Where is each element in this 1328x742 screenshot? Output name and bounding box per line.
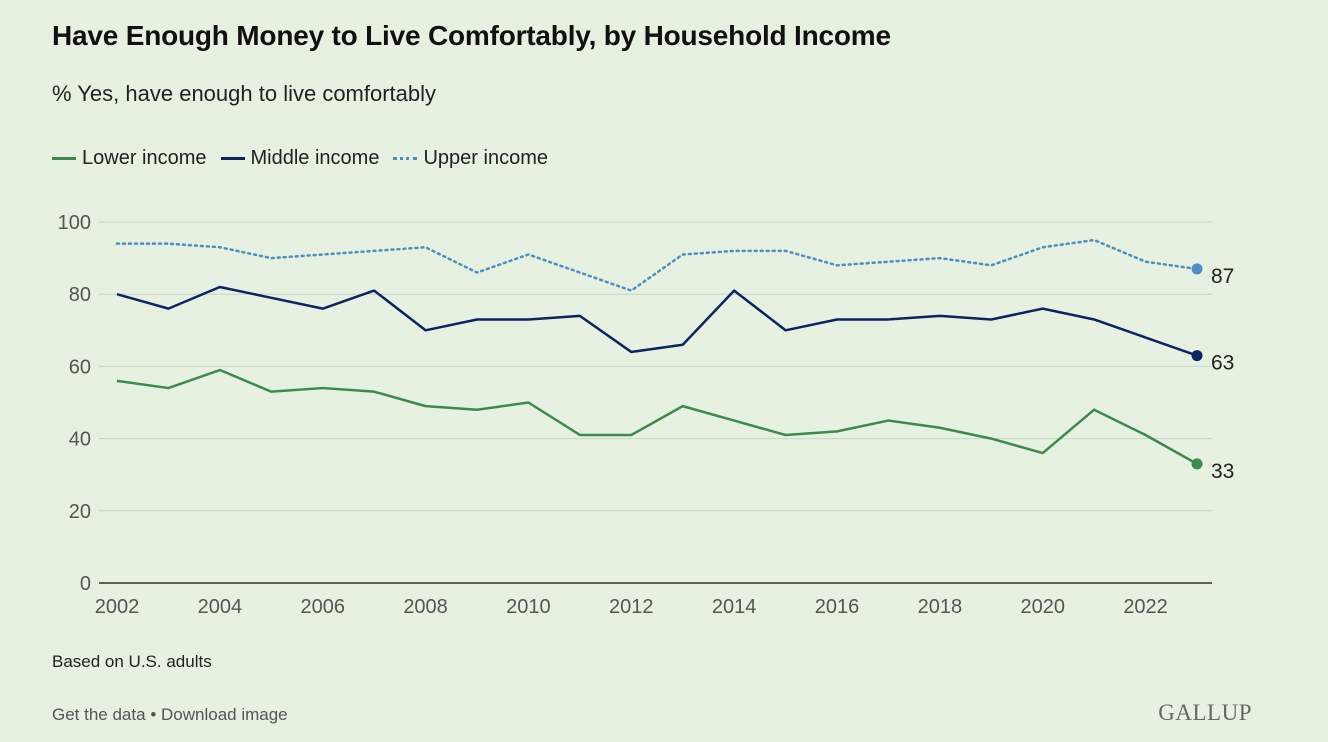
legend-swatch-middle — [220, 157, 245, 160]
gallup-logo: GALLUP — [1158, 700, 1252, 725]
x-tick-label-2012: 2012 — [609, 596, 654, 618]
y-tick-label-60: 60 — [69, 356, 91, 378]
legend-label-upper: Upper income — [423, 147, 548, 169]
x-tick-label-2008: 2008 — [403, 596, 448, 618]
x-tick-label-2004: 2004 — [198, 596, 243, 618]
legend-item-middle[interactable]: Middle income — [220, 147, 380, 170]
x-tick-label-2020: 2020 — [1020, 596, 1065, 618]
gridlines — [99, 221, 1212, 584]
end-label-lower: 33 — [1211, 460, 1234, 483]
series-line-middle[interactable] — [116, 285, 1198, 357]
series-end-markers: 87 63 33 — [1191, 263, 1234, 483]
end-marker-upper[interactable] — [1191, 263, 1203, 275]
y-tick-label-100: 100 — [58, 212, 91, 234]
legend-swatch-upper — [393, 157, 418, 160]
y-tick-label-80: 80 — [69, 284, 91, 306]
chart-title: Have Enough Money to Live Comfortably, b… — [52, 20, 891, 51]
x-tick-label-2022: 2022 — [1123, 596, 1168, 618]
legend: Lower income Middle income Upper income — [52, 147, 562, 170]
x-tick-label-2014: 2014 — [712, 596, 757, 618]
legend-item-upper[interactable]: Upper income — [393, 147, 548, 170]
link-separator: • — [150, 705, 157, 724]
series-lines — [115, 238, 1199, 465]
y-tick-label-20: 20 — [69, 501, 91, 523]
series-line-lower[interactable] — [116, 368, 1198, 465]
x-tick-label-2018: 2018 — [918, 596, 963, 618]
x-tick-label-2010: 2010 — [506, 596, 551, 618]
y-tick-label-40: 40 — [69, 429, 91, 451]
x-tick-label-2006: 2006 — [300, 596, 345, 618]
chart-subtitle: % Yes, have enough to live comfortably — [52, 81, 437, 106]
legend-label-middle: Middle income — [250, 147, 380, 169]
end-label-middle: 63 — [1211, 352, 1234, 375]
end-marker-middle[interactable] — [1191, 350, 1203, 362]
get-data-link[interactable]: Get the data — [52, 705, 146, 724]
end-label-upper: 87 — [1211, 265, 1234, 288]
legend-label-lower: Lower income — [82, 147, 207, 169]
end-marker-lower[interactable] — [1191, 458, 1203, 470]
x-tick-label-2002: 2002 — [95, 596, 140, 618]
footnote: Based on U.S. adults — [52, 652, 212, 671]
y-tick-label-0: 0 — [80, 573, 91, 595]
download-image-link[interactable]: Download image — [161, 705, 288, 724]
x-axis: 2002 2004 2006 2008 2010 2012 2014 2016 2018 2020… — [95, 596, 1168, 618]
legend-swatch-lower — [52, 157, 76, 160]
legend-item-lower[interactable]: Lower income — [52, 147, 207, 170]
footer-links: Get the data • Download image — [52, 705, 288, 725]
x-tick-label-2016: 2016 — [815, 596, 860, 618]
y-axis: 0 20 40 60 80 100 — [58, 212, 91, 595]
series-line-upper[interactable] — [115, 238, 1199, 292]
